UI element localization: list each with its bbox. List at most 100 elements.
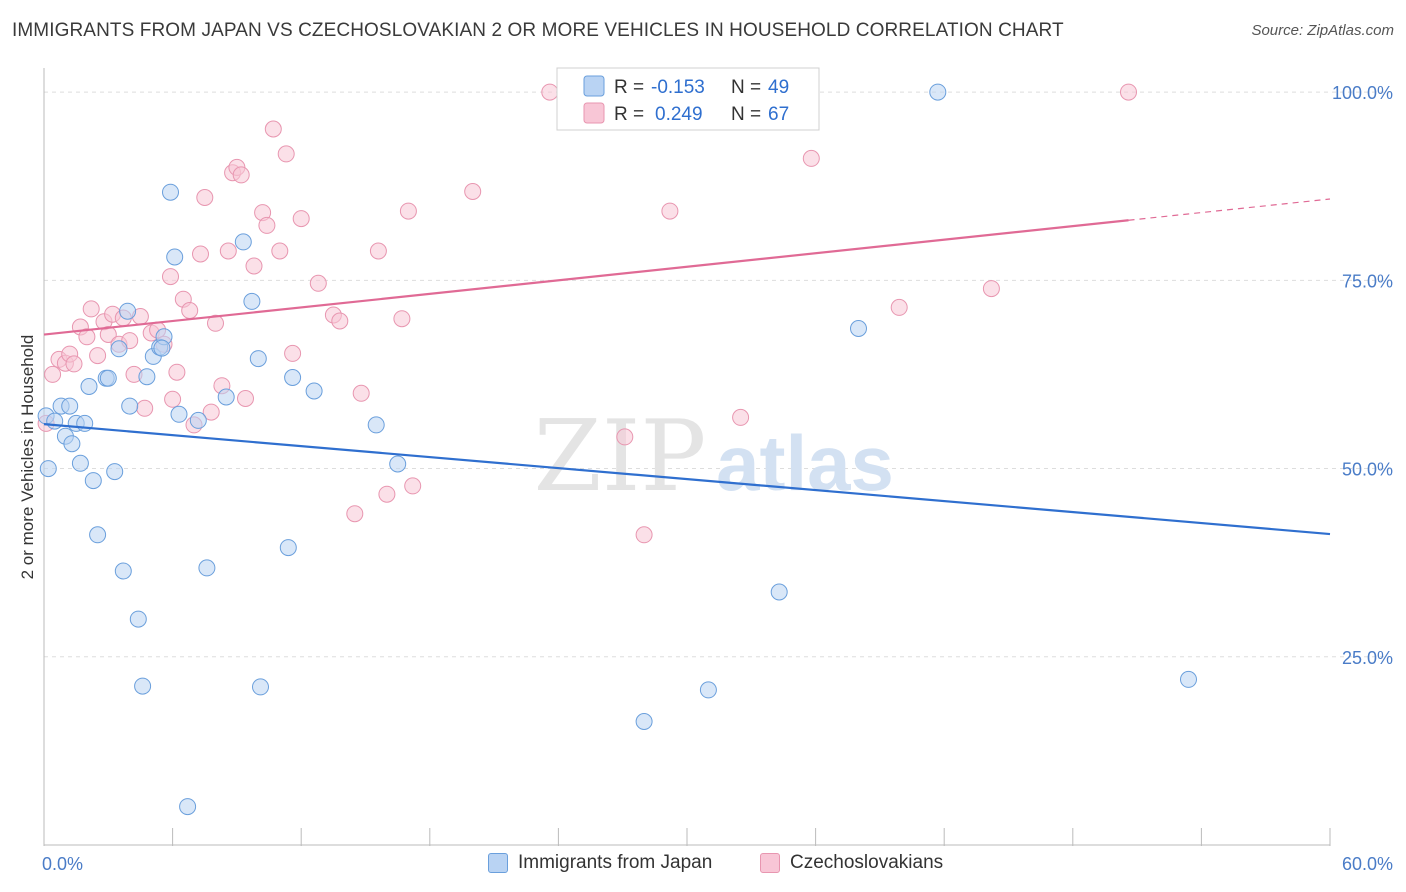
trend-lines <box>43 198 1331 536</box>
data-point-czech <box>635 526 653 544</box>
data-point-czech <box>464 183 482 200</box>
legend-r-label-czech: R = <box>614 104 644 125</box>
legend-n-value-japan: 49 <box>768 77 789 98</box>
chart-title: IMMIGRANTS FROM JAPAN VS CZECHOSLOVAKIAN… <box>12 20 1064 41</box>
legend-swatch-japan-bottom <box>488 853 508 873</box>
data-point-japan <box>166 248 184 266</box>
data-point-japan <box>99 369 117 387</box>
data-point-czech <box>99 326 117 343</box>
data-point-japan <box>84 472 102 490</box>
legend-r-label-japan: R = <box>614 77 644 98</box>
data-point-japan <box>71 454 89 472</box>
trend-line-japan <box>43 423 1331 536</box>
data-point-czech <box>661 202 679 220</box>
data-point-czech <box>202 403 220 421</box>
y-tick-label: 100.0% <box>1332 83 1393 103</box>
watermark-atlas: atlas <box>716 419 894 507</box>
legend-label-czech: Czechoslovakians <box>790 852 944 873</box>
data-point-japan <box>119 302 137 320</box>
data-point-japan <box>46 412 64 430</box>
data-point-czech <box>982 280 1000 298</box>
data-point-japan <box>134 677 152 695</box>
data-point-japan <box>162 183 179 201</box>
data-point-czech <box>258 216 276 234</box>
data-point-czech <box>802 149 820 167</box>
data-point-japan <box>699 681 717 699</box>
legend-item-czech: Czechoslovakians <box>760 852 943 874</box>
data-point-czech <box>271 242 289 260</box>
data-point-japan <box>153 339 171 357</box>
data-point-czech <box>164 390 182 408</box>
x-tick-labels: 0.0% 60.0% <box>42 854 1393 874</box>
data-point-czech <box>264 120 282 138</box>
legend-n-label-japan: N = <box>731 77 761 98</box>
data-point-czech <box>82 300 100 318</box>
data-point-czech <box>346 505 364 523</box>
data-point-japan <box>63 435 81 453</box>
data-point-japan <box>106 463 124 481</box>
data-point-czech <box>181 302 199 319</box>
data-point-japan <box>110 340 128 358</box>
japan-points <box>37 83 1197 816</box>
data-point-japan <box>179 798 197 816</box>
data-point-czech <box>136 399 154 417</box>
data-point-czech <box>232 166 250 184</box>
data-point-japan <box>252 678 269 696</box>
data-point-japan <box>198 559 216 577</box>
data-point-czech <box>393 310 411 328</box>
data-point-czech <box>277 145 295 163</box>
data-point-japan <box>367 416 385 434</box>
data-point-czech <box>245 257 263 275</box>
correlation-legend: R = -0.153 N = 49 R = 0.249 N = 67 <box>556 67 820 131</box>
data-point-japan <box>121 397 139 415</box>
data-point-czech <box>162 268 179 286</box>
legend-n-label-czech: N = <box>731 104 761 125</box>
data-point-japan <box>189 411 207 429</box>
source-label: Source: ZipAtlas.com <box>1251 22 1394 39</box>
trend-line-czech-extension <box>1128 198 1331 221</box>
data-point-japan <box>61 397 79 415</box>
data-point-czech <box>237 390 254 407</box>
data-point-japan <box>770 583 788 601</box>
legend-swatch-czech <box>583 102 605 124</box>
data-point-czech <box>1120 83 1137 101</box>
data-point-czech <box>78 328 96 346</box>
data-point-czech <box>541 83 559 101</box>
legend-swatch-japan <box>583 75 605 97</box>
legend-swatch-czech-bottom <box>760 853 780 873</box>
data-point-czech <box>331 312 349 330</box>
y-tick-labels: 25.0% 50.0% 75.0% 100.0% <box>1332 83 1393 668</box>
czechoslovakians-points <box>37 83 1137 544</box>
data-point-czech <box>309 274 327 292</box>
data-point-japan <box>170 405 188 423</box>
data-point-czech <box>378 485 396 503</box>
watermark: ZIP atlas <box>534 400 894 514</box>
x-tick-label: 0.0% <box>42 854 83 874</box>
data-point-japan <box>850 320 867 337</box>
data-point-japan <box>217 388 235 406</box>
data-point-japan <box>80 378 98 395</box>
data-point-japan <box>234 233 252 251</box>
data-point-japan <box>1180 670 1197 688</box>
legend-r-value-japan: -0.153 <box>651 77 705 98</box>
data-point-japan <box>89 526 107 544</box>
data-point-czech <box>369 242 387 260</box>
data-point-czech <box>890 298 908 316</box>
data-point-czech <box>168 363 186 381</box>
data-point-czech <box>219 242 237 260</box>
x-tick-label: 60.0% <box>1342 854 1393 874</box>
data-point-japan <box>279 539 297 557</box>
y-tick-label: 75.0% <box>1342 271 1393 291</box>
series-legend: Immigrants from Japan Czechoslovakians <box>0 852 1406 878</box>
y-axis-title: 2 or more Vehicles in Household <box>18 335 37 580</box>
data-point-czech <box>89 347 107 365</box>
data-point-czech <box>352 384 370 402</box>
grid-lines <box>44 91 1390 658</box>
data-point-japan <box>635 713 653 730</box>
data-point-czech <box>65 355 83 373</box>
data-point-czech <box>404 477 422 495</box>
data-point-czech <box>196 189 214 206</box>
data-point-czech <box>616 428 634 446</box>
data-point-japan <box>138 368 156 386</box>
